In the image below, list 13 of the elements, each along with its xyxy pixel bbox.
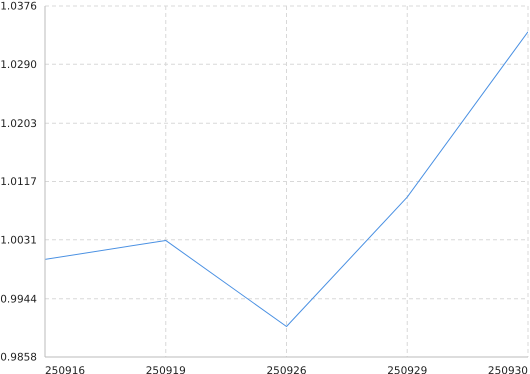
y-tick-label: 1.0031 bbox=[0, 234, 37, 246]
y-tick-label: 1.0376 bbox=[0, 0, 38, 13]
x-tick-label: 250919 bbox=[146, 365, 186, 374]
y-tick-label: 1.0117 bbox=[0, 176, 37, 188]
y-tick-label: 0.9944 bbox=[0, 293, 38, 306]
y-tick-label: 1.0290 bbox=[0, 59, 37, 71]
y-tick-label: 1.0203 bbox=[0, 118, 37, 130]
x-tick-label: 250930 bbox=[488, 365, 528, 374]
x-tick-label: 250929 bbox=[387, 365, 428, 374]
x-tick-label: 250926 bbox=[266, 365, 307, 374]
line-series bbox=[45, 31, 528, 328]
x-tick-label: 250916 bbox=[45, 365, 86, 374]
y-tick-label: 0.9858 bbox=[0, 352, 37, 364]
